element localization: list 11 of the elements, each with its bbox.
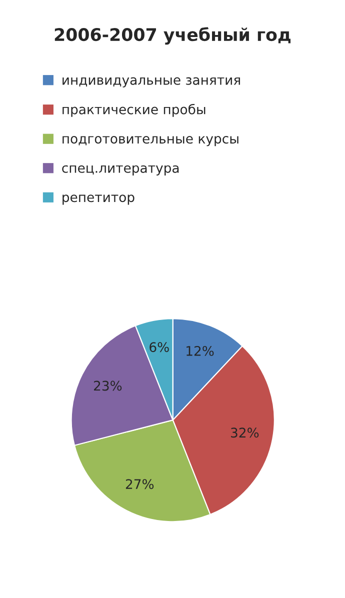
legend-label: подготовительные курсы [62, 136, 238, 146]
data-label: 6% [150, 342, 169, 352]
legend-label: индивидуальные занятия [62, 77, 240, 88]
data-label: 23% [94, 380, 122, 391]
data-label: 27% [126, 479, 154, 490]
data-label: 12% [186, 346, 214, 356]
data-label: 32% [231, 428, 259, 438]
legend-label: практические пробы [62, 104, 206, 117]
chart-title: 2006-2007 учебный год [54, 27, 290, 45]
legend-label: спец.литература [62, 165, 179, 176]
legend-label: репетитор [62, 194, 134, 205]
